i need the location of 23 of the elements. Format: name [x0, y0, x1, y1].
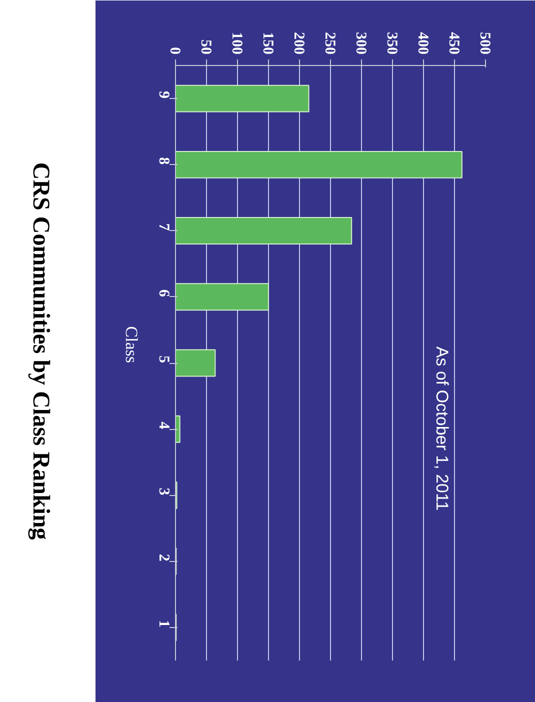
- y-tick-label: 1: [156, 620, 172, 628]
- x-tick-label: 150: [260, 32, 276, 54]
- x-tick-label: 400: [414, 32, 430, 54]
- x-tick-label: 200: [290, 32, 306, 54]
- text: As of October 1, 2011: [432, 346, 452, 511]
- y-tick-label: 3: [156, 488, 172, 496]
- y-tick-label: 8: [156, 157, 172, 165]
- x-tick-label: 350: [384, 32, 400, 54]
- x-tick-label: 100: [228, 32, 244, 54]
- y-axis-title: Class: [122, 326, 141, 364]
- y-tick-label: 5: [156, 356, 172, 363]
- x-tick-label: 300: [352, 32, 368, 54]
- x-tick-label: 50: [198, 40, 214, 54]
- y-tick-label: 9: [156, 91, 172, 99]
- x-tick-label: 450: [446, 32, 462, 54]
- x-tick-label: 500: [476, 32, 492, 54]
- text: CRS Communities by Class Ranking: [27, 162, 54, 540]
- y-tick-label: 6: [156, 289, 172, 298]
- y-tick-label: 4: [156, 422, 172, 430]
- x-tick-label: 0: [166, 47, 182, 54]
- y-tick-label: 7: [156, 223, 172, 232]
- x-tick-label: 250: [322, 32, 338, 54]
- y-tick-label: 2: [156, 554, 172, 562]
